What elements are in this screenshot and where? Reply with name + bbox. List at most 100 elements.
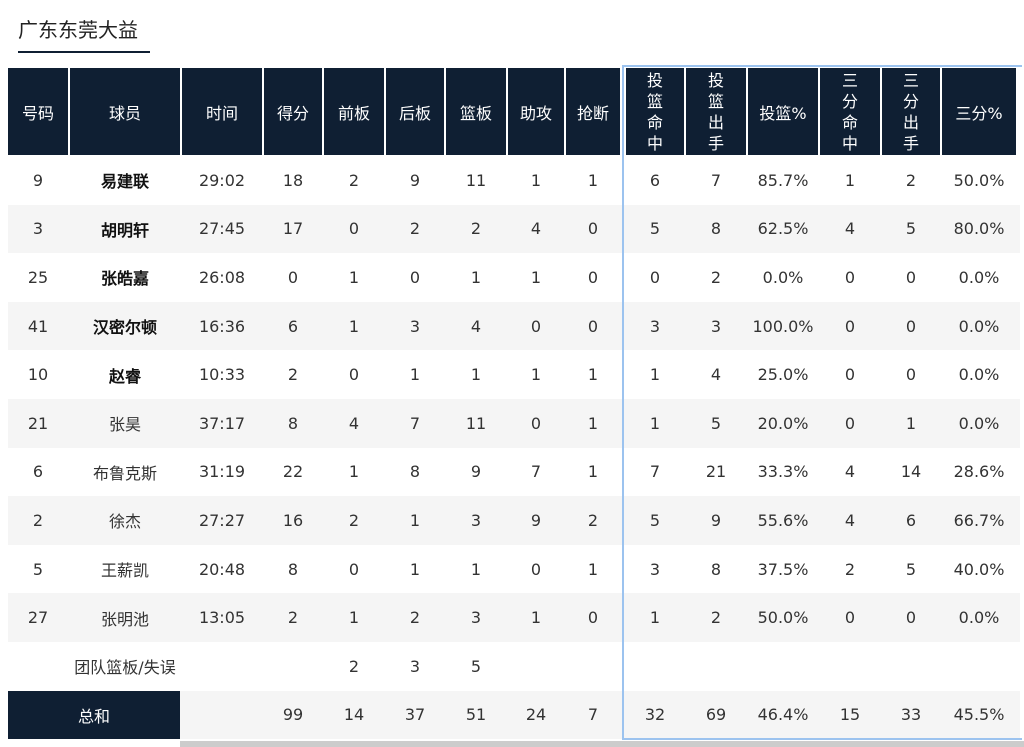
cell: 0.0% [942, 253, 1016, 302]
cell-text: 徐杰 [108, 512, 141, 532]
cell-text: 3 [32, 219, 44, 239]
cell-text: 3 [710, 316, 722, 336]
cell: 易建联 [70, 156, 180, 205]
cell-text: 17 [282, 219, 304, 239]
cell-text: 4 [710, 365, 722, 385]
cell-text: 37.5% [757, 559, 809, 579]
cell-text: 4 [348, 413, 360, 433]
cell: 4 [820, 448, 880, 497]
cell: 37 [386, 691, 444, 740]
cell: 8 [686, 545, 746, 594]
cell: 22 [264, 448, 322, 497]
cell: 2 [8, 496, 68, 545]
cell-text: 2 [710, 608, 722, 628]
cell-text: 1 [530, 608, 542, 628]
cell-text: 20.0% [757, 413, 809, 433]
cell: 0 [566, 593, 620, 642]
cell: 0 [820, 399, 880, 448]
cell-text: 4 [844, 510, 856, 530]
cell-text: 张昊 [108, 415, 141, 435]
cell-text: 易建联 [100, 172, 149, 192]
cell: 4 [446, 302, 506, 351]
cell: 24 [508, 691, 564, 740]
cell-text: 1 [587, 559, 599, 579]
cell: 0 [626, 253, 684, 302]
cell-text: 26:08 [198, 267, 246, 287]
cell: 1 [566, 545, 620, 594]
team-label: 团队篮板/失误 [40, 642, 210, 691]
cell: 4 [508, 205, 564, 254]
cell-text: 50.0% [953, 170, 1005, 190]
cell-text: 1 [649, 608, 661, 628]
cell-text: 3 [649, 559, 661, 579]
cell: 0 [508, 302, 564, 351]
cell: 3 [386, 302, 444, 351]
cell: 7 [508, 448, 564, 497]
title-underline [18, 51, 150, 53]
cell: 16 [264, 496, 322, 545]
cell-text: 1 [409, 559, 421, 579]
cell-text: 0 [905, 608, 917, 628]
cell: 5 [882, 545, 940, 594]
cell: 5 [626, 496, 684, 545]
cell-text: 0 [348, 559, 360, 579]
cell: 张皓嘉 [70, 253, 180, 302]
cell-text: 32 [644, 705, 666, 725]
cell-text: 总和 [77, 706, 110, 726]
cell: 5 [8, 545, 68, 594]
cell-text: 31:19 [198, 462, 246, 482]
cell-text: 0 [844, 608, 856, 628]
cell: 9 [446, 448, 506, 497]
cell-text: 三分% [955, 103, 1003, 123]
cell: 17 [264, 205, 322, 254]
header-cell: 助攻 [508, 68, 564, 155]
cell: 3 [8, 205, 68, 254]
cell-text: 8 [287, 559, 299, 579]
cell-text: 0 [348, 219, 360, 239]
cell: 4 [324, 399, 384, 448]
cell: 4 [686, 350, 746, 399]
cell-text: 25.0% [757, 365, 809, 385]
cell-text: 0.0% [958, 413, 1000, 433]
cell-text: 2 [409, 219, 421, 239]
cell-text: 7 [649, 462, 661, 482]
cell: 0 [882, 253, 940, 302]
row-bg [8, 593, 1020, 642]
cell: 胡明轩 [70, 205, 180, 254]
cell-text: 0 [587, 267, 599, 287]
cell-text: 24 [525, 705, 547, 725]
row-bg [8, 496, 1020, 545]
cell-text: 0.0% [958, 608, 1000, 628]
cell: 0.0% [748, 253, 818, 302]
cell-text: 37:17 [198, 413, 246, 433]
cell: 0 [324, 545, 384, 594]
row-bg [8, 642, 1020, 691]
row-bg [8, 447, 1020, 497]
cell-text: 0.0% [958, 267, 1000, 287]
header-cell: 球员 [70, 68, 180, 155]
cell-text: 1 [348, 316, 360, 336]
row-bg [8, 544, 1020, 594]
cell: 5 [686, 399, 746, 448]
cell: 1 [386, 350, 444, 399]
cell: 15 [820, 691, 880, 740]
cell: 张明池 [70, 593, 180, 642]
cell: 99 [264, 691, 322, 740]
cell: 10 [8, 350, 68, 399]
cell-text: 66.7% [953, 510, 1005, 530]
cell: 6 [264, 302, 322, 351]
cell-text: 1 [348, 608, 360, 628]
cell: 7 [386, 399, 444, 448]
cell: 3 [626, 302, 684, 351]
cell: 7 [626, 448, 684, 497]
cell: 0 [386, 253, 444, 302]
cell-text: 41 [27, 316, 49, 336]
cell-text: 2 [348, 510, 360, 530]
cell: 7 [566, 691, 620, 740]
cell-text: 28.6% [953, 462, 1005, 482]
cell-text: 投篮% [759, 103, 807, 123]
cell-text: 6 [32, 462, 44, 482]
cell-text: 2 [710, 267, 722, 287]
cell: 40.0% [942, 545, 1016, 594]
cell: 21 [686, 448, 746, 497]
